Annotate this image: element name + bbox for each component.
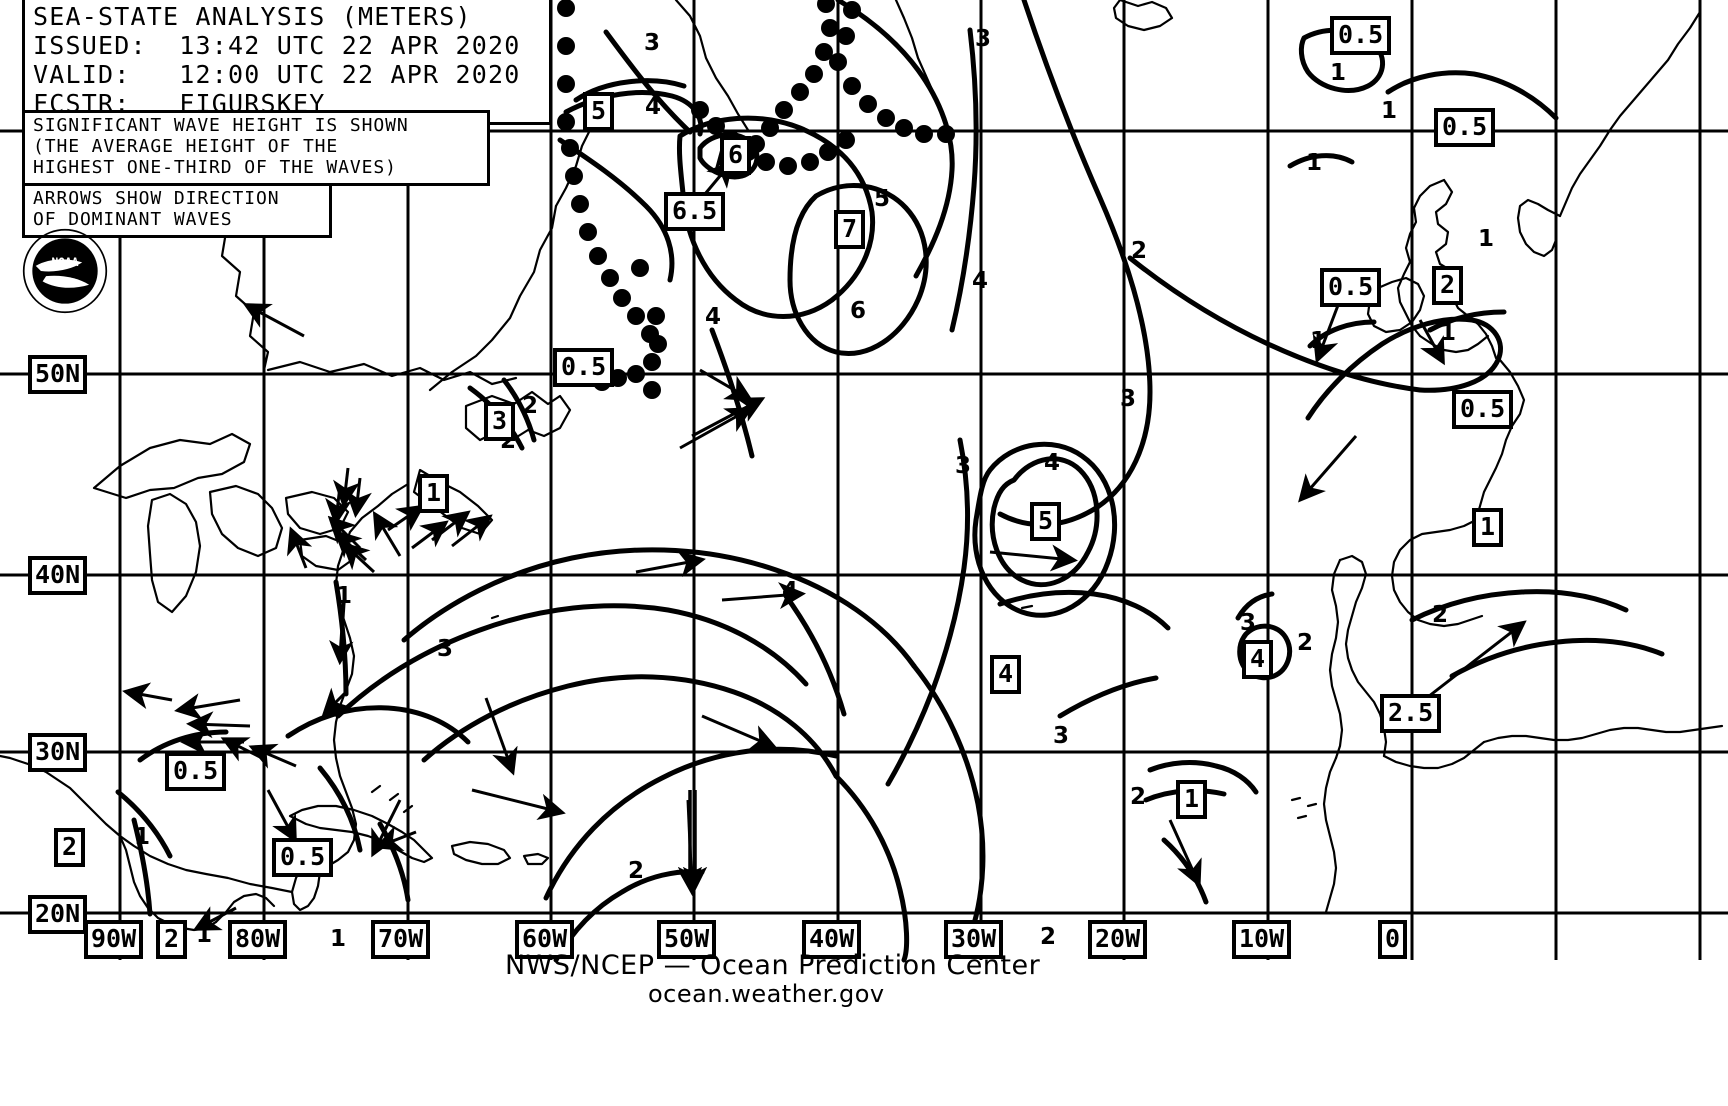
- contour-value-label: 1: [1306, 150, 1323, 176]
- contour-value-box: 1: [1472, 508, 1504, 547]
- contour-value-label: 1: [1381, 98, 1398, 124]
- contour-value-label: 1: [1478, 226, 1495, 252]
- contour-value-label: 1: [330, 926, 347, 952]
- contour-value-box: 2.5: [1380, 694, 1442, 733]
- longitude-label: 10W: [1232, 920, 1292, 959]
- longitude-label: 30W: [944, 920, 1004, 959]
- contour-value-label: 1: [1330, 60, 1347, 86]
- wave-direction-arrows: [122, 140, 1527, 931]
- contour-value-box: 3: [484, 402, 516, 441]
- contour-value-box: 6: [720, 136, 752, 175]
- arrows-legend-box: ARROWS SHOW DIRECTION OF DOMINANT WAVES: [22, 183, 332, 238]
- contour-value-label: 2: [1131, 238, 1148, 264]
- longitude-label: 0: [1378, 920, 1408, 959]
- longitude-label: 70W: [371, 920, 431, 959]
- contour-value-label: 2: [522, 393, 539, 419]
- contour-value-box: 2: [54, 828, 86, 867]
- contour-value-box: 4: [1242, 640, 1274, 679]
- contour-value-box: 1: [418, 474, 450, 513]
- latitude-label: 50N: [28, 355, 88, 394]
- contour-value-box: 2: [156, 920, 188, 959]
- contour-value-label: 4: [1044, 450, 1061, 476]
- contour-value-box: 4: [990, 655, 1022, 694]
- contour-value-box: 1: [1176, 780, 1208, 819]
- contour-value-box: 7: [834, 210, 866, 249]
- contour-value-box: 0.5: [553, 348, 615, 387]
- description-info-box: SIGNIFICANT WAVE HEIGHT IS SHOWN (THE AV…: [22, 110, 490, 186]
- contour-value-label: 4: [705, 304, 722, 330]
- longitude-label: 40W: [802, 920, 862, 959]
- contour-value-label: 1: [196, 922, 213, 948]
- contour-value-label: 2: [1432, 602, 1449, 628]
- contour-value-label: 3: [955, 453, 972, 479]
- contour-value-label: 3: [1240, 610, 1257, 636]
- contour-value-label: 6: [850, 298, 867, 324]
- longitude-label: 60W: [515, 920, 575, 959]
- longitude-label: 20W: [1088, 920, 1148, 959]
- contour-value-box: 0.5: [1330, 16, 1392, 55]
- longitude-label: 90W: [84, 920, 144, 959]
- noaa-logo-icon: NOAA: [22, 228, 108, 314]
- contour-value-label: 3: [1120, 386, 1137, 412]
- contour-value-label: 2: [1297, 630, 1314, 656]
- footer-url-text: ocean.weather.gov: [648, 980, 885, 1008]
- contour-value-box: 5: [583, 92, 615, 131]
- contour-value-box: 2: [1432, 266, 1464, 305]
- longitude-label: 80W: [228, 920, 288, 959]
- contour-value-box: 0.5: [1320, 268, 1382, 307]
- contour-value-label: 4: [645, 94, 662, 120]
- title-info-box: SEA-STATE ANALYSIS (METERS) ISSUED: 13:4…: [22, 0, 552, 125]
- contour-value-box: 0.5: [165, 752, 227, 791]
- footer-agency-text: NWS/NCEP — Ocean Prediction Center: [505, 950, 1041, 981]
- contour-value-label: 2: [1130, 784, 1147, 810]
- contour-value-box: 6.5: [664, 192, 726, 231]
- contour-value-label: 3: [975, 26, 992, 52]
- contour-value-box: 5: [1030, 502, 1062, 541]
- contour-value-label: 4: [782, 578, 799, 604]
- contour-value-box: 0.5: [272, 838, 334, 877]
- contour-value-label: 3: [437, 636, 454, 662]
- longitude-label: 50W: [657, 920, 717, 959]
- contour-value-label: 2: [628, 858, 645, 884]
- contour-value-label: 1: [134, 824, 151, 850]
- contour-value-box: 0.5: [1434, 108, 1496, 147]
- latitude-label: 20N: [28, 895, 88, 934]
- svg-text:NOAA: NOAA: [52, 256, 79, 269]
- contour-value-label: 2: [1040, 924, 1057, 950]
- contour-value-label: 1: [1440, 320, 1457, 346]
- contour-value-box: 0.5: [1452, 390, 1514, 429]
- contour-value-label: 3: [1053, 723, 1070, 749]
- wave-direction-arrows-double: [329, 599, 708, 892]
- latitude-label: 40N: [28, 556, 88, 595]
- ice-edge: [557, 0, 955, 399]
- latitude-label: 30N: [28, 733, 88, 772]
- contour-value-label: 1: [1310, 328, 1327, 354]
- contour-value-label: 4: [972, 268, 989, 294]
- contour-value-label: 5: [874, 186, 891, 212]
- contour-value-label: 1: [336, 583, 353, 609]
- contour-value-label: 3: [644, 30, 661, 56]
